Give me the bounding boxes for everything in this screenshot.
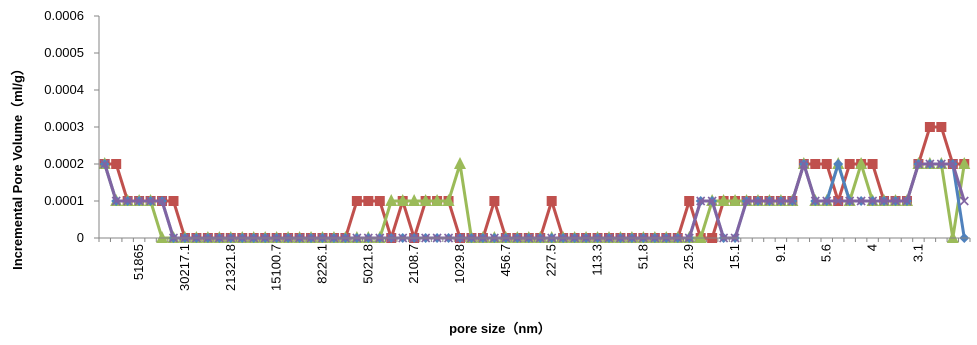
y-tick-label: 0.0001: [44, 193, 84, 208]
data-point: [821, 159, 832, 169]
data-point: [396, 194, 409, 206]
data-point: [958, 157, 971, 169]
x-axis-title: pore size（nm）: [449, 321, 551, 336]
y-tick-label: 0.0005: [44, 45, 84, 60]
data-point: [810, 196, 820, 206]
data-point: [753, 196, 763, 206]
data-point: [454, 157, 467, 169]
data-point: [408, 194, 421, 206]
y-tick-label: 0.0006: [44, 8, 84, 23]
series-x: [100, 159, 969, 243]
data-point: [111, 159, 122, 169]
x-tick-label: 4: [865, 244, 880, 251]
data-point: [855, 157, 868, 169]
data-point: [156, 231, 169, 243]
data-point: [134, 196, 144, 206]
data-point: [924, 122, 935, 132]
data-point: [810, 159, 821, 169]
x-tick-label: 15100.7: [269, 244, 284, 291]
data-point: [707, 196, 717, 206]
data-point: [168, 196, 179, 206]
y-tick-label: 0.0004: [44, 82, 84, 97]
data-point: [157, 196, 167, 206]
x-tick-label: 21321.8: [223, 244, 238, 291]
data-point: [123, 196, 133, 206]
y-axis-ticks: 0 0.0001 0.0002 0.0003 0.0004 0.0005 0.0006: [44, 8, 99, 245]
series-layer: [98, 122, 971, 243]
y-tick-label: 0: [77, 230, 84, 245]
data-point: [787, 196, 797, 206]
data-point: [946, 231, 959, 243]
x-tick-label: 51865: [131, 244, 146, 280]
data-point: [948, 159, 958, 169]
data-point: [546, 196, 557, 206]
data-point: [776, 196, 786, 206]
x-tick-label: 25.9: [681, 244, 696, 269]
data-point: [684, 196, 695, 206]
data-point: [442, 194, 455, 206]
y-tick-label: 0.0002: [44, 156, 84, 171]
data-point: [694, 231, 707, 243]
data-point: [741, 196, 752, 206]
data-point: [351, 196, 362, 206]
series-line: [104, 125, 965, 240]
data-point: [856, 196, 866, 206]
data-point: [925, 159, 935, 169]
data-point: [419, 194, 432, 206]
x-tick-label: 51.8: [635, 244, 650, 269]
x-tick-label: 227.5: [544, 244, 559, 277]
x-tick-label: 113.3: [590, 244, 605, 276]
data-point: [696, 196, 706, 206]
data-point: [913, 159, 923, 169]
y-tick-label: 0.0003: [44, 119, 84, 134]
data-point: [489, 196, 500, 206]
x-tick-label: 5.6: [819, 244, 834, 262]
x-tick-label: 456.7: [498, 244, 513, 277]
data-point: [111, 196, 121, 206]
series-square: [99, 122, 970, 243]
data-point: [729, 194, 742, 206]
data-point: [890, 196, 901, 206]
data-point: [431, 194, 444, 206]
data-point: [764, 196, 775, 206]
data-point: [717, 194, 730, 206]
data-point: [936, 159, 946, 169]
data-point: [868, 196, 878, 206]
data-point: [936, 122, 947, 132]
y-axis-title: Incremental Pore Volume（ml/g）: [10, 62, 25, 270]
x-tick-label: 5021.8: [360, 244, 375, 284]
data-point: [100, 159, 110, 169]
data-point: [363, 196, 374, 206]
x-tick-label: 9.1: [773, 244, 788, 262]
x-tick-label: 1029.8: [452, 244, 467, 284]
data-point: [799, 159, 809, 169]
x-axis-ticks: 51865 30217.1 21321.8 15100.7 8226.1 5021.8 21…: [98, 238, 971, 291]
data-point: [385, 194, 398, 206]
data-point: [833, 159, 844, 169]
x-tick-label: 8226.1: [314, 244, 329, 284]
data-point: [146, 196, 156, 206]
data-point: [959, 196, 969, 206]
data-point: [879, 196, 889, 206]
x-tick-label: 2108.7: [406, 244, 421, 284]
x-tick-label: 30217.1: [177, 244, 192, 291]
x-tick-label: 3.1: [910, 244, 925, 262]
x-tick-label: 15.1: [727, 244, 742, 269]
data-point: [844, 159, 855, 169]
data-point: [867, 159, 878, 169]
data-point: [902, 196, 912, 206]
data-point: [845, 196, 855, 206]
data-point: [822, 196, 832, 206]
data-point: [833, 196, 843, 206]
data-point: [374, 196, 385, 206]
